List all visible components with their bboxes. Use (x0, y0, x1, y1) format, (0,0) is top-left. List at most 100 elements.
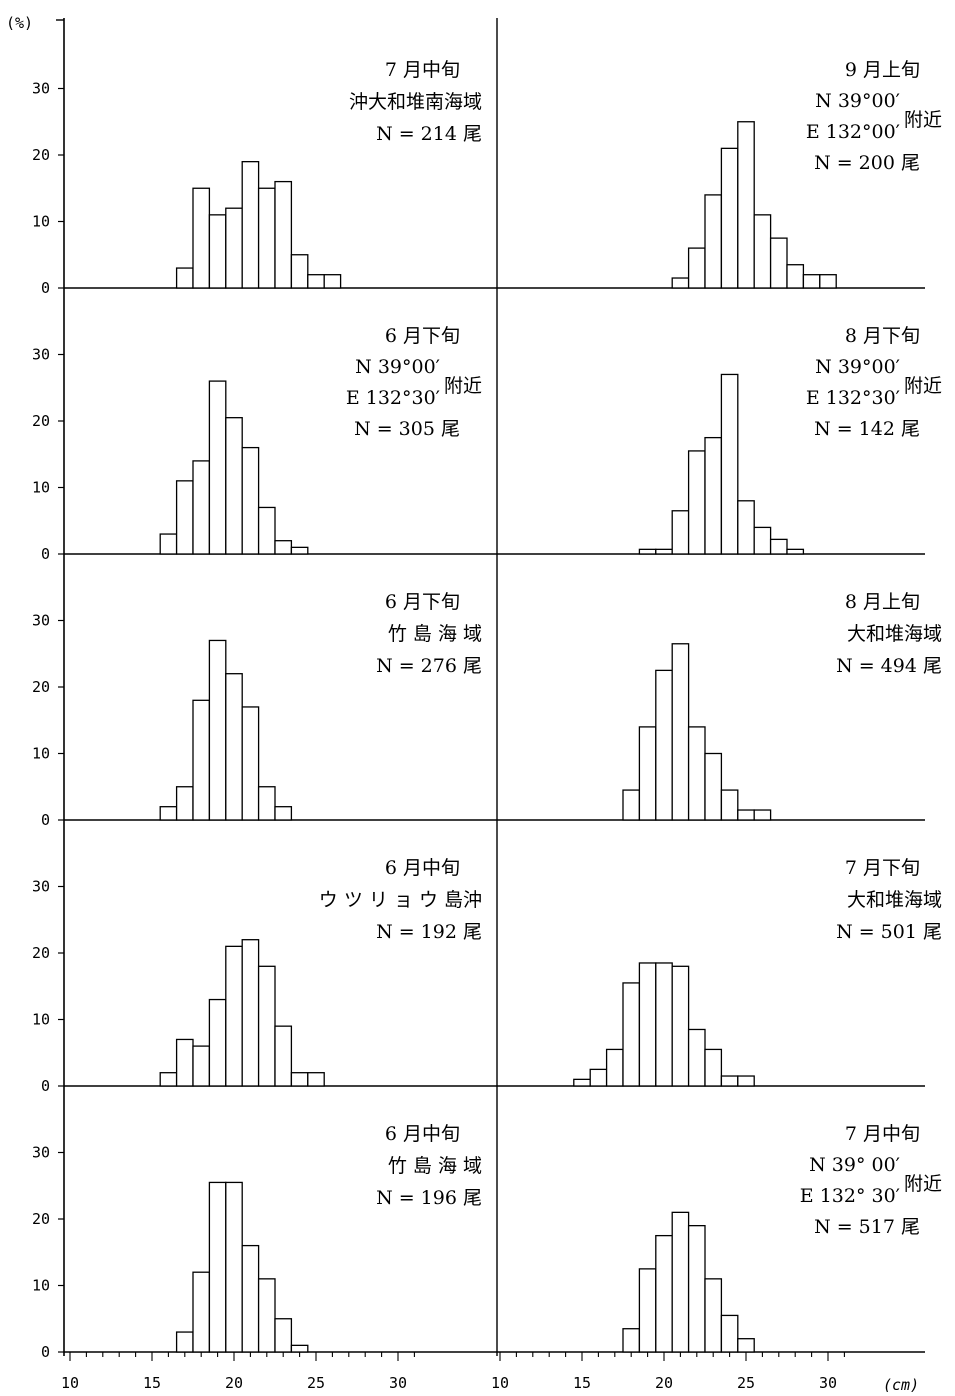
histogram-bar (622, 789, 641, 821)
histogram-bar (671, 965, 690, 1087)
x-tick-label: 25 (307, 1374, 325, 1392)
histogram-bar (671, 1211, 690, 1353)
histogram-bar (192, 460, 211, 555)
histogram-bar (753, 526, 772, 555)
y-tick-label: 20 (32, 678, 50, 696)
histogram-bar (208, 380, 227, 555)
histogram-bar (720, 789, 739, 821)
histogram-bar (704, 436, 723, 555)
histogram-bar (753, 214, 772, 289)
panel-label-count: N = 200 尾 (814, 152, 920, 174)
histogram-bar (704, 194, 723, 289)
histogram-bar (290, 546, 309, 555)
histogram-bar (720, 147, 739, 289)
histogram-bar (819, 274, 837, 289)
axes-group: 0 10 20 30 0 10 20 30 0 10 20 30 0 10 20 30 0 10 20 30 10 15 2… (32, 18, 925, 1392)
panel-label-line: N = 276 尾 (376, 655, 482, 677)
histogram-bar (786, 264, 805, 289)
panel-label-date: 7 月中旬 (845, 1123, 920, 1145)
histogram-bar (175, 1331, 194, 1353)
y-tick-label: 30 (32, 80, 50, 98)
panel-label-line: N = 494 尾 (836, 655, 942, 677)
histogram-bar (257, 187, 276, 289)
y-tick-label: 0 (41, 279, 50, 297)
y-tick-label: 30 (32, 346, 50, 364)
panel-label-line: ウ ツ リ ョ ウ 島沖 (319, 889, 482, 911)
panel-label-count: N = 305 尾 (354, 418, 460, 440)
histogram-bar (638, 548, 657, 555)
histogram-bar (225, 673, 243, 821)
x-tick-label: 10 (61, 1374, 79, 1392)
panel-label-lon: E 132°30′ (806, 387, 900, 409)
histogram-bar (573, 1078, 591, 1087)
panel-label-line: 6 月下旬 (385, 591, 460, 613)
histogram-bar (192, 1045, 211, 1087)
histogram-bar (737, 1338, 755, 1353)
histogram-bar (704, 1278, 723, 1353)
panel-label-line: 竹 島 海 域 (388, 623, 482, 645)
histogram-bar (720, 1075, 739, 1087)
histogram-bar (159, 1072, 178, 1087)
histogram-bar (802, 274, 821, 289)
histogram-bar (241, 706, 260, 821)
y-tick-label: 20 (32, 1210, 50, 1228)
histogram-bar (225, 1181, 243, 1353)
histogram-bar (241, 446, 260, 555)
panel-label-lat: N 39°00′ (355, 356, 440, 378)
panel-label-line: 沖大和堆南海域 (349, 91, 482, 113)
histogram-bar (589, 1068, 608, 1087)
y-tick-label: 30 (32, 878, 50, 896)
histogram-bar (225, 417, 243, 555)
y-tick-label: 10 (32, 1277, 50, 1295)
x-tick-label: 15 (143, 1374, 161, 1392)
x-tick-label: 25 (737, 1374, 755, 1392)
panel-label-line: 7 月中旬 (385, 59, 460, 81)
histogram-bar (655, 962, 673, 1087)
histogram-bar (720, 373, 739, 555)
histogram-bar (638, 962, 657, 1087)
histogram-bar (622, 1328, 641, 1353)
y-tick-label: 0 (41, 1077, 50, 1095)
histogram-bar (323, 274, 342, 289)
histogram-bar (638, 1268, 657, 1353)
histogram-bar (687, 1028, 706, 1087)
y-tick-label: 0 (41, 545, 50, 563)
panel-label-line: 大和堆海域 (847, 623, 942, 645)
histogram-bar (737, 500, 755, 555)
histogram-bar (737, 1075, 755, 1087)
histogram-bar (753, 809, 772, 821)
histogram-bar (159, 533, 178, 555)
panel-label-vicinity: 附近 (904, 375, 942, 397)
histogram-bar (290, 254, 309, 289)
panel-label-line: 竹 島 海 域 (388, 1155, 482, 1177)
histogram-bar (655, 548, 673, 555)
panel-label-line: N = 501 尾 (836, 921, 942, 943)
histogram-bar (241, 160, 260, 289)
panel-label-line: N = 214 尾 (376, 123, 482, 145)
histogram-bar (208, 998, 227, 1087)
y-tick-label: 10 (32, 1011, 50, 1029)
histogram-bar (655, 1234, 673, 1353)
histogram-bar (769, 538, 788, 555)
histogram-bar (687, 247, 706, 289)
histogram-bar (241, 939, 260, 1087)
x-tick-label: 20 (655, 1374, 673, 1392)
y-tick-label: 10 (32, 479, 50, 497)
panel-label-date: 6 月下旬 (385, 325, 460, 347)
y-tick-label: 0 (41, 811, 50, 829)
histogram-bar (175, 786, 194, 821)
histogram-bar (687, 1225, 706, 1353)
histogram-bar (737, 809, 755, 821)
panel-label-date: 8 月下旬 (845, 325, 920, 347)
panel-label-lon: E 132°00′ (806, 121, 900, 143)
histogram-bar (274, 806, 293, 821)
panel-label-line: 8 月上旬 (845, 591, 920, 613)
panel-label-line: N = 192 尾 (376, 921, 482, 943)
histogram-bar (241, 1244, 260, 1353)
x-tick-label: 20 (225, 1374, 243, 1392)
histogram-bar (274, 540, 293, 555)
histogram-bar (671, 277, 690, 289)
histogram-bar (159, 806, 178, 821)
